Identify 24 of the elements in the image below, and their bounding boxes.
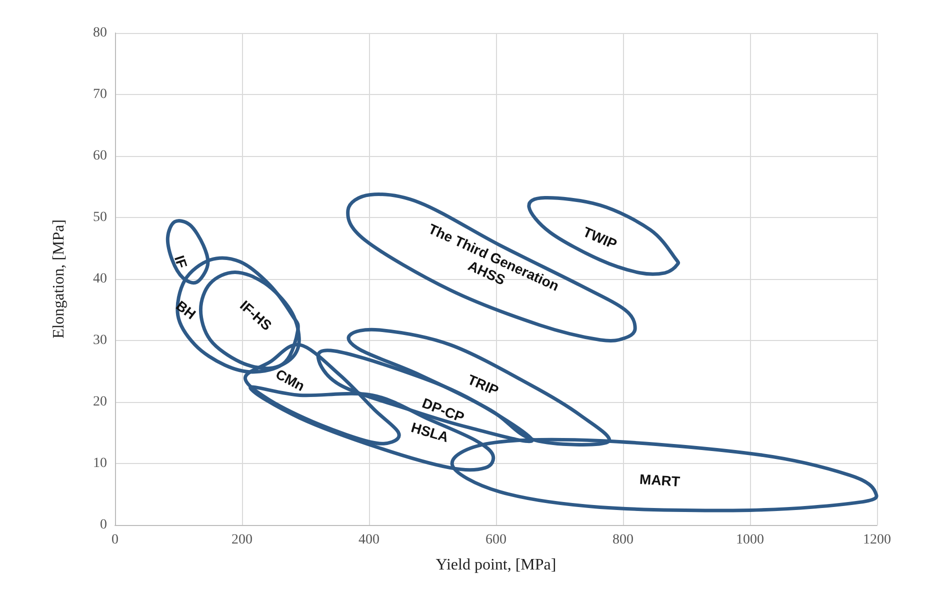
x-axis-title: Yield point, [MPa] xyxy=(436,556,556,574)
y-tick-label: 0 xyxy=(100,518,107,532)
y-tick-label: 30 xyxy=(93,333,107,348)
y-tick-label: 10 xyxy=(93,456,107,471)
annotation: TWIP xyxy=(580,223,620,252)
annotation: BH xyxy=(173,297,199,322)
x-tick-label: 600 xyxy=(486,532,506,548)
x-tick-label: 800 xyxy=(612,532,634,548)
x-tick-label: 200 xyxy=(232,532,252,548)
y-axis-title: Elongation, [MPa] xyxy=(50,219,68,339)
annotation: CMn xyxy=(273,366,308,394)
y-tick-label: 70 xyxy=(93,87,107,102)
annotation: IF xyxy=(171,253,191,271)
annotation: MART xyxy=(639,470,681,490)
y-tick-label: 20 xyxy=(93,394,107,410)
y-tick-label: 60 xyxy=(93,148,107,164)
y-tick-label: 50 xyxy=(93,210,107,225)
x-tick-label: 1200 xyxy=(863,532,891,548)
annotation: TRIP xyxy=(465,371,502,398)
x-tick-label: 1000 xyxy=(736,532,764,548)
x-tick-label: 400 xyxy=(358,532,380,548)
y-tick-label: 40 xyxy=(93,272,107,286)
x-tick-label: 0 xyxy=(112,532,118,548)
y-tick-label: 80 xyxy=(93,26,107,40)
